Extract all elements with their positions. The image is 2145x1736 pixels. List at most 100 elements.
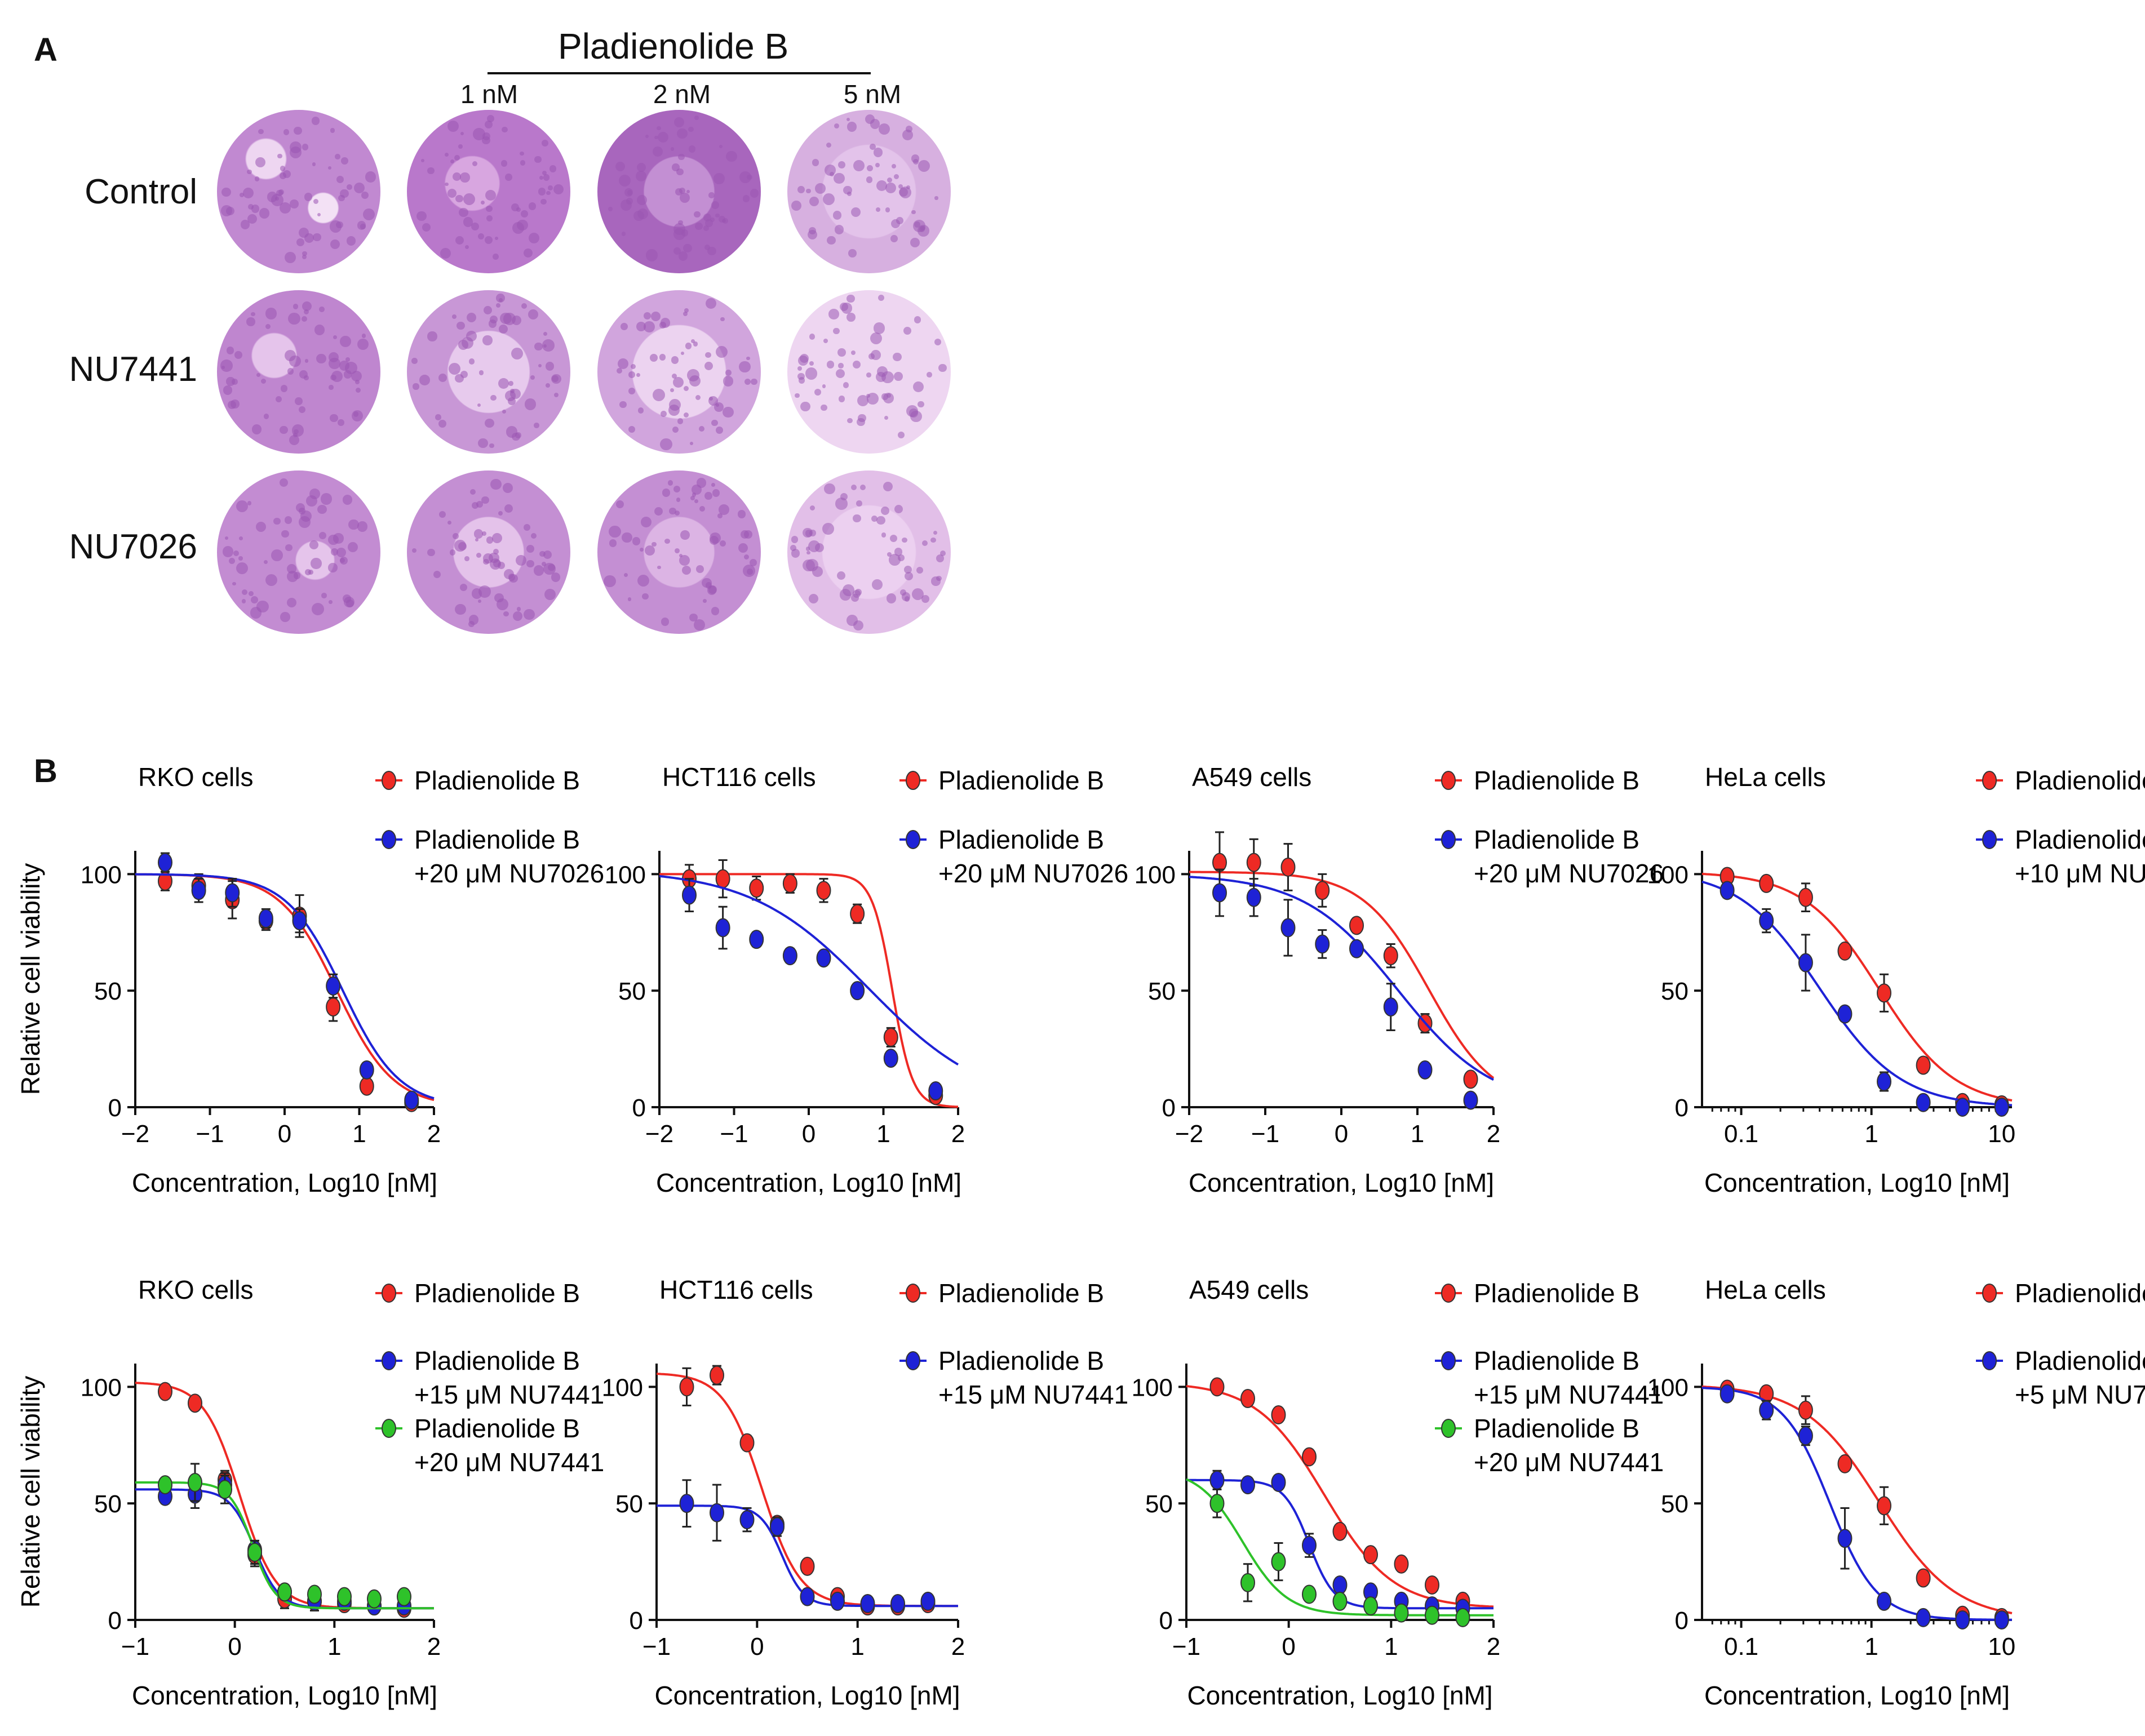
colony-spot — [346, 236, 356, 246]
colony-spot — [447, 521, 452, 525]
colony-spot — [411, 548, 417, 553]
legend-label-line2: +15 μM NU7441 — [938, 1380, 1128, 1409]
colony-spot — [683, 311, 688, 316]
data-point — [1209, 1494, 1225, 1513]
colony-spot — [693, 341, 698, 347]
colony-spot — [867, 165, 874, 171]
colony-spot — [502, 126, 508, 133]
data-point — [1759, 1400, 1774, 1420]
legend-swatch — [906, 1351, 920, 1370]
colony-spot — [471, 222, 480, 231]
colony-spot — [354, 380, 360, 385]
colony-spot — [422, 223, 431, 232]
panel-a-title-rule — [488, 72, 871, 74]
colony-spot — [821, 404, 827, 411]
colony-spot — [808, 227, 816, 235]
row-label-nu7026: NU7026 — [69, 527, 197, 566]
colony-spot — [362, 208, 375, 221]
colony-spot — [312, 162, 316, 166]
data-point — [397, 1587, 411, 1606]
colony-spot — [463, 216, 473, 227]
colony-spot — [226, 377, 235, 386]
legend-swatch — [906, 830, 920, 849]
colony-spot — [329, 414, 338, 423]
colony-spot — [675, 548, 680, 553]
colony-spot — [707, 246, 716, 256]
colony-spot — [838, 363, 844, 368]
x-tick-label: 1 — [327, 1633, 341, 1660]
colony-spot — [680, 193, 690, 203]
colony-spot — [744, 379, 751, 385]
x-tick-label: 1 — [1411, 1120, 1424, 1148]
colony-spot — [473, 128, 485, 140]
data-point — [1302, 1584, 1317, 1604]
colony-spot — [459, 207, 468, 217]
panel-a-title: Pladienolide B — [558, 26, 789, 66]
colony-spot — [361, 191, 369, 199]
colony-spot — [805, 367, 818, 380]
colony-spot — [438, 373, 447, 383]
colony-spot — [809, 593, 819, 603]
colony-spot — [694, 499, 699, 504]
colony-spot — [916, 566, 923, 574]
colony-spot — [427, 548, 435, 557]
colony-spot — [674, 117, 685, 127]
colony-spot — [872, 579, 883, 590]
colony-spot — [285, 544, 292, 552]
colony-spot — [445, 182, 449, 187]
colony-spot — [822, 523, 834, 535]
colony-spot — [911, 588, 924, 600]
data-point — [1955, 1098, 1970, 1117]
colony-spot — [668, 404, 680, 416]
colony-spot — [694, 116, 699, 121]
x-tick-label: −1 — [121, 1633, 149, 1660]
colony-spot — [704, 362, 713, 371]
data-point — [1425, 1575, 1439, 1595]
colony-spot — [930, 538, 936, 543]
colony-spot — [847, 122, 857, 132]
colony-spot — [936, 554, 945, 562]
colony-spot — [312, 603, 325, 616]
colony-spot — [313, 199, 319, 205]
colony-spot — [750, 189, 759, 198]
colony-spot — [938, 364, 947, 372]
plate-nu7441-0nm — [217, 290, 380, 454]
colony-spot — [263, 414, 269, 419]
colony-spot — [710, 217, 715, 223]
colony-spot — [457, 322, 465, 330]
colony-spot — [714, 402, 724, 412]
y-tick-label: 0 — [630, 1607, 643, 1635]
colony-spot — [797, 185, 805, 193]
colony-spot — [516, 207, 521, 212]
colony-spot — [480, 201, 485, 205]
colony-spot — [287, 368, 294, 375]
colony-spot — [881, 371, 894, 384]
y-tick-label: 50 — [615, 1490, 643, 1518]
colony-spot — [893, 352, 902, 362]
data-point — [1798, 953, 1813, 973]
colony-spot — [250, 607, 262, 619]
colony-spot — [653, 388, 666, 401]
colony-spot — [696, 565, 704, 573]
colony-spot — [657, 566, 661, 570]
colony-spot — [688, 145, 696, 153]
fit-curve — [1186, 1385, 1494, 1608]
legend-label-line2: +20 μM NU7441 — [414, 1448, 604, 1477]
colony-spot — [904, 565, 912, 574]
colony-spot — [242, 187, 254, 199]
colony-spot — [847, 418, 853, 424]
colony-spot — [348, 519, 359, 530]
colony-spot — [538, 188, 546, 196]
colony-spot — [311, 558, 322, 569]
colony-spot — [826, 361, 835, 369]
colony-spot — [485, 189, 497, 201]
colony-spot — [338, 194, 345, 202]
colony-spot — [806, 550, 810, 555]
legend-label: Pladienolide B — [1474, 1414, 1639, 1443]
y-tick-label: 50 — [94, 1490, 122, 1518]
colony-spot — [791, 536, 799, 543]
data-point — [1837, 941, 1852, 961]
colony-spot — [478, 233, 485, 239]
colony-spot — [743, 554, 750, 560]
